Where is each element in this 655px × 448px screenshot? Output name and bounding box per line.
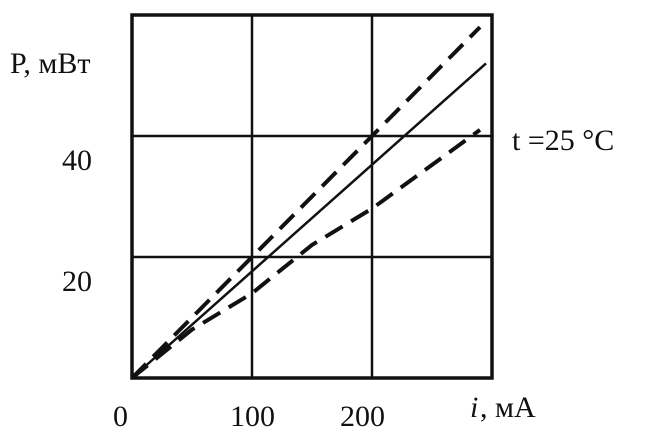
- annotation-temperature: t =25 °C: [512, 124, 614, 157]
- series-group: [130, 25, 487, 380]
- grid: [132, 15, 492, 378]
- x-tick-label-0: 0: [113, 400, 128, 433]
- plot-frame: [130, 13, 494, 380]
- series-line-1-dashed: [130, 25, 482, 380]
- x-tick-label-100: 100: [230, 400, 275, 433]
- x-tick-label-200: 200: [340, 400, 385, 433]
- series-line-3-dashed: [130, 128, 482, 380]
- y-axis-label: P, мВт: [10, 47, 90, 80]
- x-axis-unit: , мА: [480, 391, 536, 424]
- series-line-2-solid: [131, 62, 487, 379]
- y-tick-label-20: 20: [62, 265, 92, 298]
- x-axis-variable: i: [470, 391, 478, 424]
- y-tick-label-40: 40: [62, 144, 92, 177]
